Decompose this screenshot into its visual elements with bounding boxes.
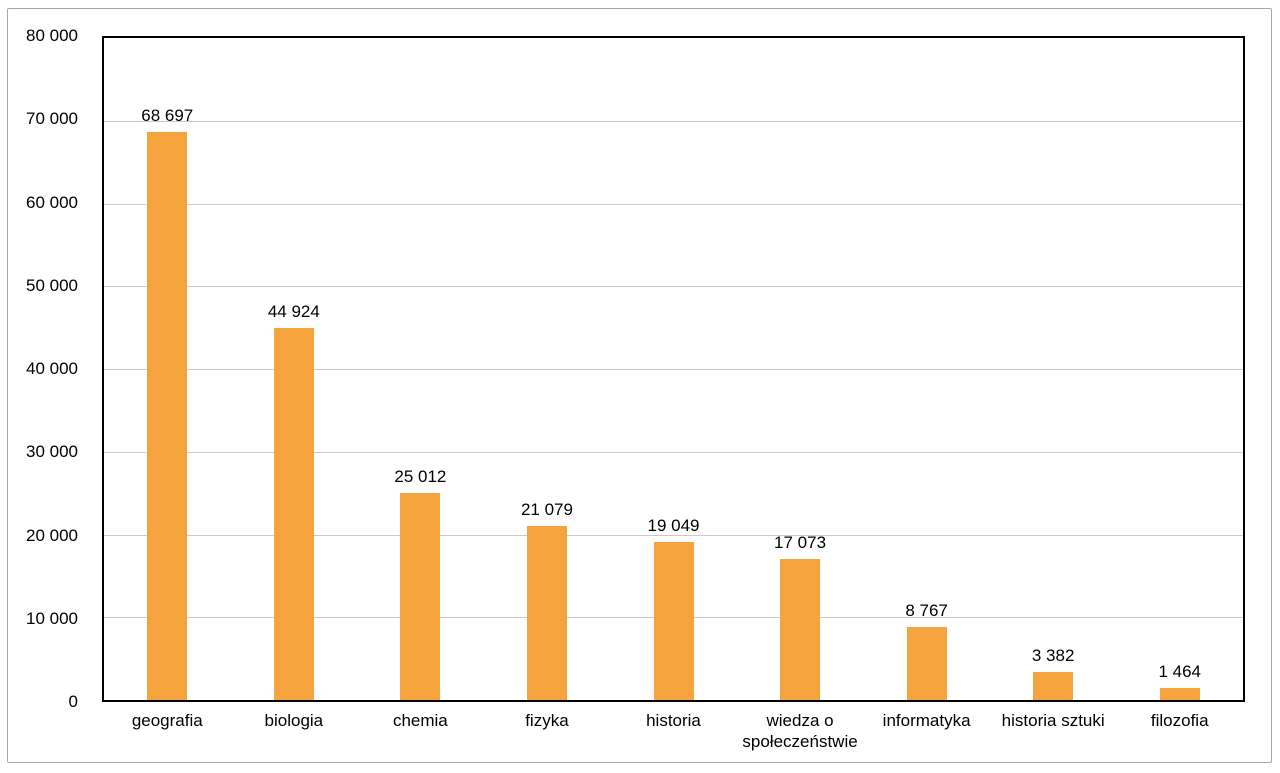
y-tick-label: 30 000: [26, 442, 78, 462]
category-label: geografia: [131, 711, 203, 730]
gridline: [104, 203, 1243, 205]
y-tick-label: 40 000: [26, 359, 78, 378]
y-tick-label: 0: [68, 692, 78, 711]
y-tick-label: 60 000: [26, 192, 78, 212]
y-tick-label: 70 000: [26, 109, 78, 129]
category-label: historia: [646, 711, 701, 730]
y-tick-label: 80 000: [26, 26, 78, 45]
value-label: 25 012: [394, 467, 447, 487]
value-label: 21 079: [520, 499, 573, 519]
category-label: biologia: [264, 711, 324, 730]
y-tick-label: 10 000: [26, 608, 78, 628]
value-label: 8 767: [905, 601, 948, 621]
value-label: 1 464: [1158, 661, 1201, 681]
category-label: filozofia: [1150, 711, 1209, 730]
bar-biologia: [273, 328, 314, 700]
value-label: 44 924: [267, 302, 320, 322]
value-label: 3 382: [1031, 646, 1075, 666]
gridline: [104, 120, 1243, 122]
category-label: fizyka: [525, 711, 569, 730]
value-label: 17 073: [774, 532, 827, 552]
bar-informatyka: [906, 627, 947, 700]
y-tick-label: 20 000: [26, 525, 78, 545]
gridline: [104, 534, 1243, 536]
bar-historia sztuki: [1033, 672, 1074, 700]
gridline: [104, 286, 1243, 288]
category-label: informatyka: [882, 711, 971, 730]
bar-fizyka: [526, 525, 567, 700]
chart-frame: 80 000 70 000 60 000 50 000 40 000 30 000 20 0…: [7, 8, 1272, 763]
y-tick-label: 50 000: [26, 275, 78, 295]
bar-historia: [653, 542, 694, 700]
bar-chemia: [400, 493, 441, 700]
category-label: wiedza o społeczeństwie: [742, 711, 858, 751]
plot-area: 68 697 44 924 25 012 21 079 19 049 17 073 8 76…: [102, 36, 1245, 702]
category-label: historia sztuki: [1001, 711, 1105, 730]
bar-geografia: [147, 131, 188, 700]
value-label: 68 697: [141, 105, 194, 125]
value-label: 19 049: [647, 516, 700, 536]
bar-filozofia: [1159, 687, 1200, 700]
gridline: [104, 369, 1243, 370]
category-label: chemia: [392, 711, 448, 730]
gridline: [104, 451, 1243, 453]
bar-wiedza o społeczeństwie: [780, 558, 821, 700]
